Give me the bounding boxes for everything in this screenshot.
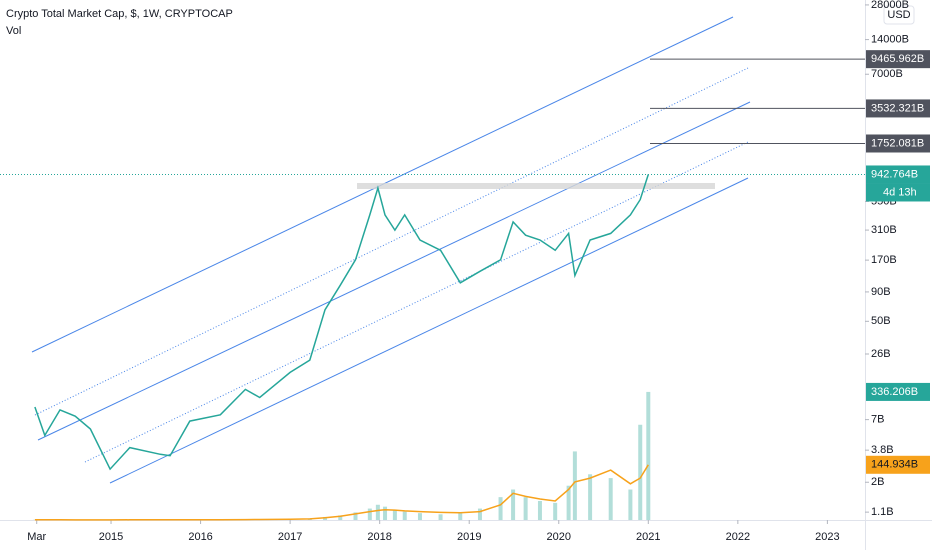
volume-bar: [588, 474, 593, 520]
y-tick-label: 7000B: [871, 68, 903, 80]
volume-bar: [566, 485, 571, 520]
y-tick-label: 2B: [871, 476, 884, 488]
currency-button[interactable]: [883, 5, 915, 25]
y-tick-label: 7B: [871, 414, 884, 426]
volume-bar: [392, 510, 397, 520]
chart-title: Crypto Total Market Cap, $, 1W, CRYPTOCA…: [6, 8, 233, 20]
y-tick-label: 1.1B: [871, 506, 894, 518]
volume-bar: [638, 424, 643, 520]
x-tick-label: 2016: [188, 531, 212, 543]
volume-bar: [458, 512, 463, 520]
price-line-label: 3532.321B: [871, 102, 924, 114]
last-value-label: 336.206B: [871, 386, 918, 398]
volume-bar: [402, 511, 407, 520]
last-value-badge: [866, 165, 930, 184]
last-value-badge: [866, 382, 930, 401]
y-tick-label: 14000B: [871, 33, 909, 45]
series-line: [34, 464, 649, 521]
volume-bar: [537, 500, 542, 520]
volume-bar: [523, 497, 528, 520]
y-tick-label: 310B: [871, 224, 897, 236]
last-value-label: 144.934B: [871, 459, 918, 471]
volume-bar: [553, 502, 558, 520]
price-line-badge: [866, 50, 930, 69]
volume-bar: [646, 391, 651, 520]
volume-bar: [438, 514, 443, 520]
price-line-label: 1752.081B: [871, 137, 924, 149]
y-tick-label: 26B: [871, 348, 891, 360]
volume-bar: [353, 512, 358, 520]
y-tick-label: 28000B: [871, 0, 909, 11]
volume-bar: [572, 451, 577, 520]
x-tick-label: 2021: [636, 531, 660, 543]
volume-bar: [383, 506, 388, 520]
volume-bar: [498, 497, 503, 520]
x-tick-label: 2019: [457, 531, 481, 543]
last-value-badge: [866, 455, 930, 474]
volume-bar: [608, 478, 613, 520]
price-line-badge: [866, 99, 930, 118]
currency-label[interactable]: USD: [887, 9, 910, 21]
volume-bar: [338, 515, 343, 520]
x-tick-label: 2020: [547, 531, 571, 543]
x-tick-label: 2018: [367, 531, 391, 543]
countdown-badge: [866, 183, 930, 202]
volume-bar: [323, 516, 328, 520]
price-line-badge: [866, 134, 930, 153]
channel-line: [37, 101, 751, 441]
x-tick-label: 2022: [726, 531, 750, 543]
y-tick-label: 170B: [871, 254, 897, 266]
y-tick-label: 50B: [871, 315, 891, 327]
highlight-zone: [357, 183, 715, 189]
countdown-label: 4d 13h: [883, 186, 917, 198]
x-tick-label: Mar: [27, 531, 46, 543]
volume-bar: [511, 489, 516, 520]
channel-line: [34, 67, 749, 416]
price-line-label: 9465.962B: [871, 53, 924, 65]
series-line: [34, 174, 650, 471]
volume-bar: [628, 489, 633, 520]
x-tick-label: 2023: [815, 531, 839, 543]
volume-bar: [417, 513, 422, 520]
last-value-label: 942.764B: [871, 168, 918, 180]
x-tick-label: 2015: [99, 531, 123, 543]
volume-bar: [367, 508, 372, 520]
x-tick-label: 2017: [278, 531, 302, 543]
y-tick-label: 90B: [871, 286, 891, 298]
y-tick-label: 3.8B: [871, 444, 894, 456]
volume-title: Vol: [6, 25, 21, 37]
channel-line: [109, 177, 749, 484]
volume-bar: [477, 508, 482, 520]
volume-bar: [375, 504, 380, 520]
